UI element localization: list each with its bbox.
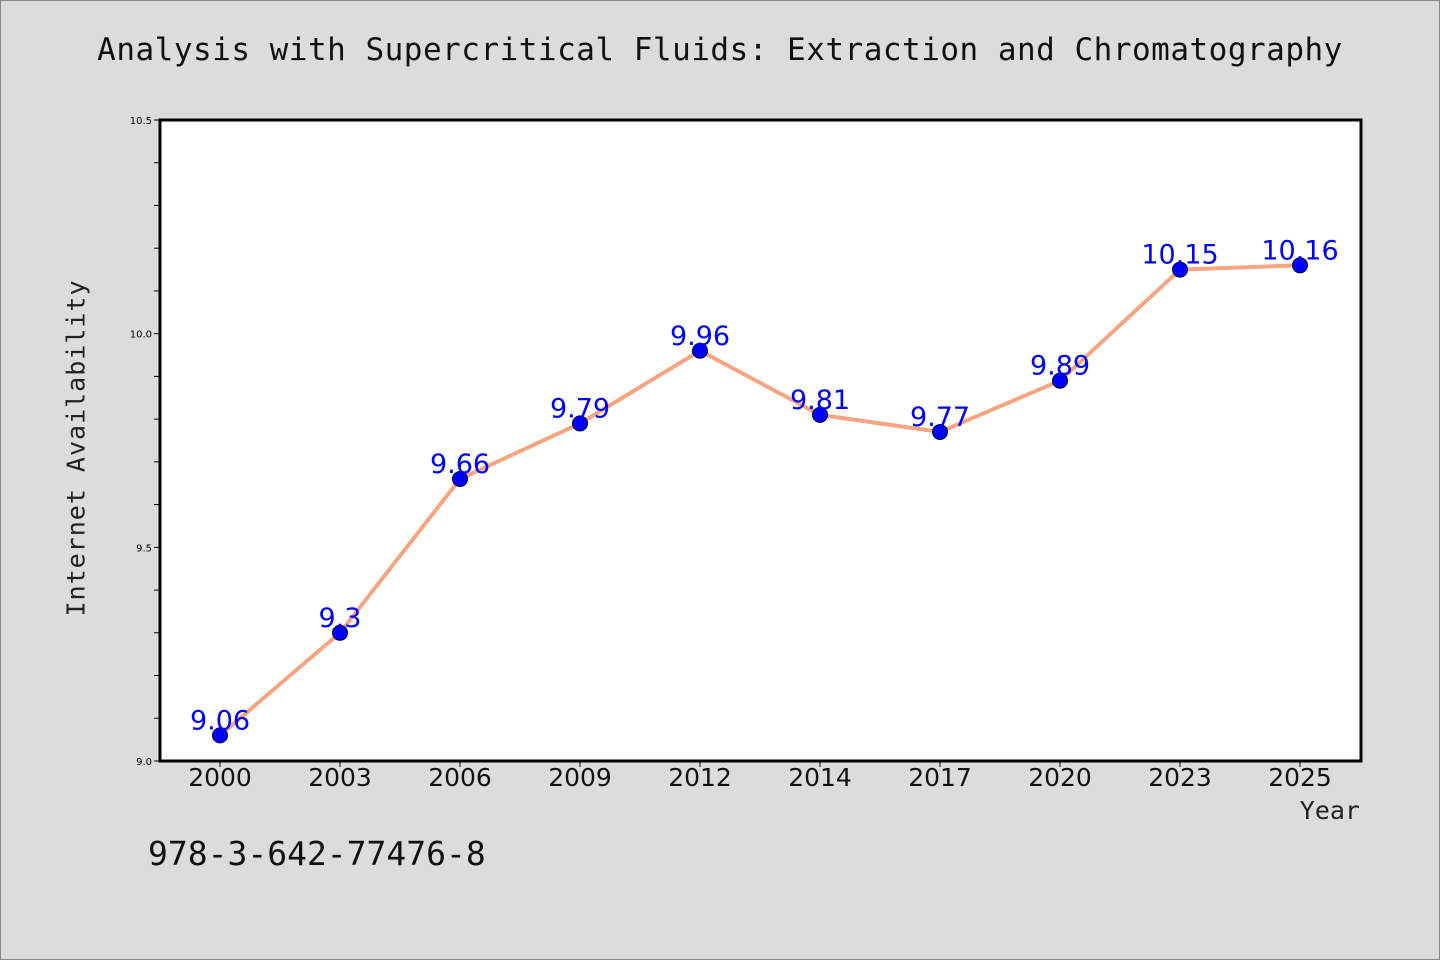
y-tick-label: 9.0 bbox=[136, 757, 152, 768]
x-tick-label: 2000 bbox=[188, 763, 252, 792]
x-axis-label: Year bbox=[1299, 796, 1360, 825]
data-point-marker bbox=[452, 470, 468, 487]
x-tick-label: 2003 bbox=[308, 763, 372, 792]
data-point-marker bbox=[932, 423, 948, 440]
data-label: 9.81 bbox=[790, 385, 850, 416]
data-label: 10.15 bbox=[1141, 240, 1218, 271]
isbn-annotation: 978-3-642-77476-8 bbox=[148, 834, 486, 873]
y-tick-label: 10.5 bbox=[130, 116, 152, 127]
data-point-marker bbox=[1172, 261, 1188, 278]
data-point-marker bbox=[1292, 257, 1308, 274]
x-tick-label: 2014 bbox=[788, 763, 852, 792]
x-tick-label: 2025 bbox=[1268, 763, 1332, 792]
data-label: 9.89 bbox=[1030, 351, 1090, 382]
y-tick-label: 10.0 bbox=[130, 330, 152, 341]
data-label: 9.66 bbox=[430, 449, 490, 480]
x-tick-label: 2012 bbox=[668, 763, 732, 792]
x-tick-label: 2009 bbox=[548, 763, 612, 792]
data-point-marker bbox=[692, 342, 708, 359]
data-label: 9.79 bbox=[550, 393, 610, 424]
plot-area bbox=[158, 118, 1363, 763]
x-tick-label: 2017 bbox=[908, 763, 972, 792]
data-point-marker bbox=[332, 624, 348, 641]
chart-title: Analysis with Supercritical Fluids: Extr… bbox=[97, 32, 1343, 68]
x-tick-label: 2006 bbox=[428, 763, 492, 792]
data-label: 9.77 bbox=[910, 402, 970, 433]
x-tick-label: 2023 bbox=[1148, 763, 1212, 792]
x-tick-label: 2020 bbox=[1028, 763, 1092, 792]
data-point-marker bbox=[1052, 372, 1068, 389]
data-point-marker bbox=[572, 415, 588, 432]
data-label: 9.06 bbox=[190, 705, 250, 736]
series-line bbox=[218, 263, 1301, 737]
data-point-marker bbox=[212, 727, 228, 744]
data-point-marker bbox=[812, 406, 828, 423]
y-tick-label: 9.5 bbox=[136, 543, 152, 554]
data-label: 9.3 bbox=[319, 603, 362, 634]
data-label: 9.96 bbox=[670, 321, 730, 352]
data-label: 10.16 bbox=[1261, 235, 1338, 266]
